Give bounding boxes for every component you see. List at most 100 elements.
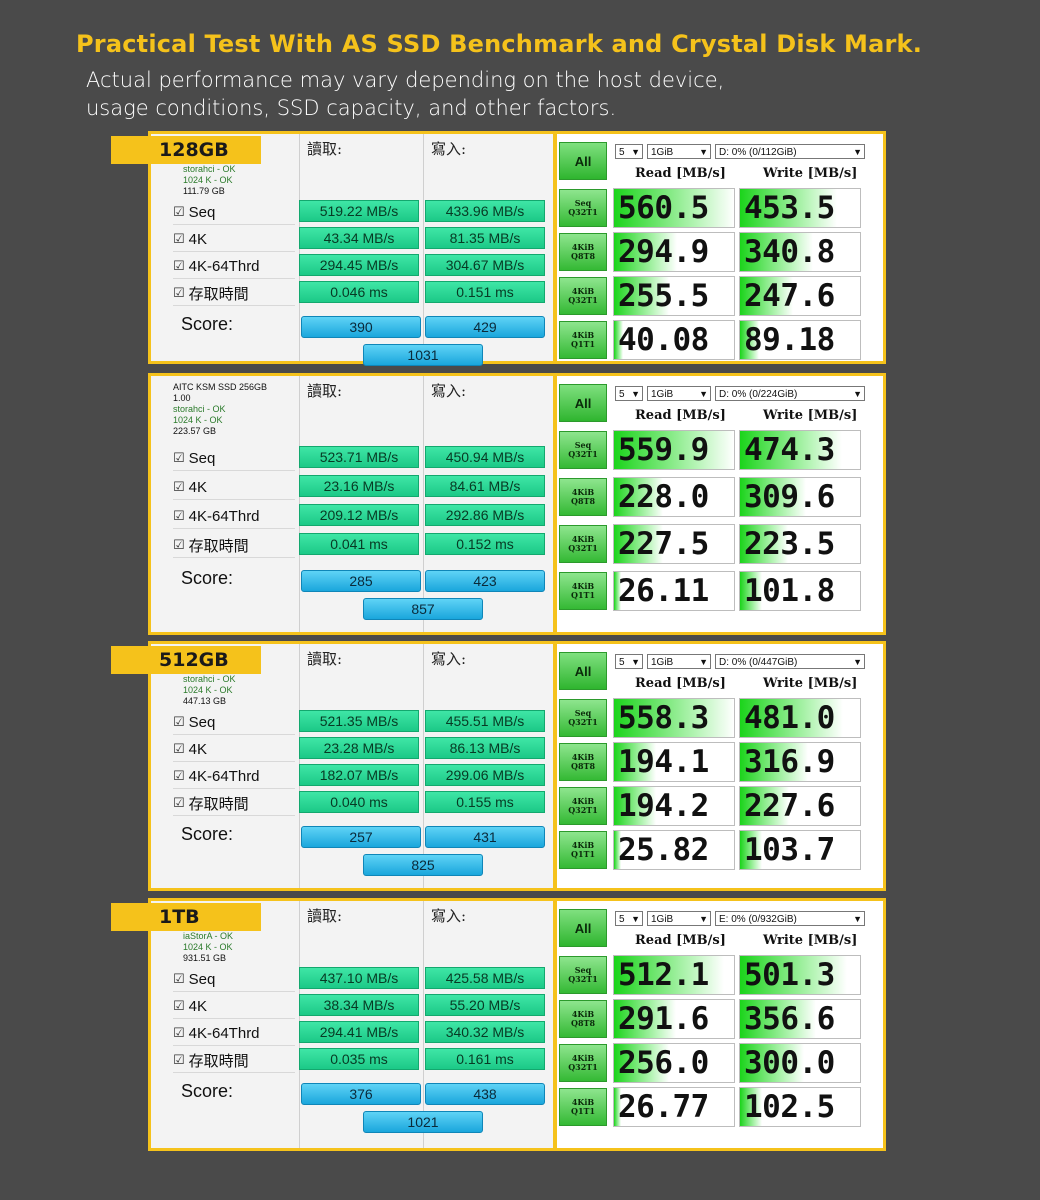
test-size-select[interactable]: 1GiB ▼ — [647, 654, 711, 669]
select-value: D: 0% (0/447GiB) — [719, 657, 798, 668]
test-name: 4K-64Thrd — [188, 507, 260, 525]
grid-line — [423, 134, 424, 361]
checkbox-icon[interactable]: ☑ — [173, 741, 185, 756]
drive-select[interactable]: D: 0% (0/224GiB) ▼ — [715, 386, 865, 401]
subtitle-line-2: usage conditions, SSD capacity, and othe… — [86, 96, 617, 120]
read-value: 255.5 — [618, 278, 709, 314]
checkbox-icon[interactable]: ☑ — [173, 450, 185, 465]
test-button[interactable]: 4KiB Q1T1 — [559, 572, 607, 610]
run-all-button[interactable]: All — [559, 384, 607, 422]
read-result: 23.16 MB/s — [299, 475, 419, 497]
drive-model: AITC KSM SSD 256GB — [173, 382, 268, 392]
read-value-box: 40.08 — [613, 320, 735, 360]
read-value: 560.5 — [618, 190, 709, 226]
test-count-select[interactable]: 5 ▼ — [615, 144, 643, 159]
read-value-box: 25.82 — [613, 830, 735, 870]
test-button[interactable]: 4KiB Q32T1 — [559, 787, 607, 825]
read-result: 23.28 MB/s — [299, 737, 419, 759]
test-button[interactable]: 4KiB Q1T1 — [559, 831, 607, 869]
write-value-box: 309.6 — [739, 477, 861, 517]
checkbox-icon[interactable]: ☑ — [173, 998, 185, 1013]
write-value: 501.3 — [744, 957, 835, 993]
drive-info: storahci - OK 1024 K - OK 111.79 GB — [183, 164, 236, 197]
write-level-bar — [740, 233, 814, 271]
test-row-k4: ☑ 4K — [173, 475, 295, 500]
test-queue: Q8T8 — [570, 251, 596, 261]
chevron-down-icon: ▼ — [853, 389, 862, 399]
checkbox-icon[interactable]: ☑ — [173, 204, 185, 219]
benchmark-panel: 讀取: 寫入: storahci - OK 1024 K - OK 111.79 GB ☑… — [111, 131, 886, 366]
test-count-select[interactable]: 5 ▼ — [615, 654, 643, 669]
test-queue: Q32T1 — [568, 543, 598, 553]
test-name: 4K — [188, 230, 208, 248]
drive-info: AITC KSM SSD 256GB 1.00 storahci - OK 1024 … — [173, 382, 267, 437]
checkbox-icon[interactable]: ☑ — [173, 508, 185, 523]
test-queue: Q32T1 — [568, 1062, 598, 1072]
test-name: 存取時間 — [188, 285, 249, 303]
checkbox-icon[interactable]: ☑ — [173, 231, 185, 246]
drive-select[interactable]: E: 0% (0/932GiB) ▼ — [715, 911, 865, 926]
checkbox-icon[interactable]: ☑ — [173, 479, 185, 494]
checkbox-icon[interactable]: ☑ — [173, 537, 185, 552]
read-level-bar — [614, 743, 656, 781]
run-all-button[interactable]: All — [559, 142, 607, 180]
write-result: 450.94 MB/s — [425, 446, 545, 468]
test-button[interactable]: Seq Q32T1 — [559, 189, 607, 227]
test-button[interactable]: Seq Q32T1 — [559, 431, 607, 469]
run-all-button[interactable]: All — [559, 652, 607, 690]
test-row-access: ☑ 存取時間 — [173, 281, 295, 306]
checkbox-icon[interactable]: ☑ — [173, 258, 185, 273]
test-button[interactable]: 4KiB Q8T8 — [559, 743, 607, 781]
write-score: 431 — [425, 826, 545, 848]
test-type: 4KiB — [571, 286, 595, 296]
test-count-select[interactable]: 5 ▼ — [615, 911, 643, 926]
test-button[interactable]: 4KiB Q8T8 — [559, 478, 607, 516]
read-column-header: 讀取: — [307, 650, 343, 668]
total-score: 825 — [363, 854, 483, 876]
select-value: D: 0% (0/224GiB) — [719, 389, 798, 400]
drive-select[interactable]: D: 0% (0/447GiB) ▼ — [715, 654, 865, 669]
checkbox-icon[interactable]: ☑ — [173, 1052, 185, 1067]
write-value: 340.8 — [744, 234, 835, 270]
checkbox-icon[interactable]: ☑ — [173, 714, 185, 729]
test-button[interactable]: 4KiB Q32T1 — [559, 1044, 607, 1082]
benchmark-panel: 讀取: 寫入: storahci - OK 1024 K - OK 447.13 GB ☑… — [111, 641, 886, 891]
grid-line — [423, 376, 424, 632]
test-size-select[interactable]: 1GiB ▼ — [647, 144, 711, 159]
run-all-button[interactable]: All — [559, 909, 607, 947]
read-level-bar — [614, 831, 622, 869]
test-button[interactable]: Seq Q32T1 — [559, 699, 607, 737]
read-value: 559.9 — [618, 432, 709, 468]
test-button[interactable]: Seq Q32T1 — [559, 956, 607, 994]
read-score: 257 — [301, 826, 421, 848]
test-button[interactable]: 4KiB Q8T8 — [559, 1000, 607, 1038]
drive-select[interactable]: D: 0% (0/112GiB) ▼ — [715, 144, 865, 159]
test-button[interactable]: 4KiB Q1T1 — [559, 321, 607, 359]
test-row-k4_64: ☑ 4K-64Thrd — [173, 1021, 295, 1046]
test-size-select[interactable]: 1GiB ▼ — [647, 386, 711, 401]
checkbox-icon[interactable]: ☑ — [173, 795, 185, 810]
test-size-select[interactable]: 1GiB ▼ — [647, 911, 711, 926]
test-button[interactable]: 4KiB Q32T1 — [559, 525, 607, 563]
read-level-bar — [614, 787, 656, 825]
test-button[interactable]: 4KiB Q1T1 — [559, 1088, 607, 1126]
test-button[interactable]: 4KiB Q32T1 — [559, 277, 607, 315]
read-score: 285 — [301, 570, 421, 592]
crystal-disk-mark-window: All 5 ▼ 1GiB ▼ D: 0% (0/447GiB) ▼ Read [MB/s] Wr… — [557, 644, 883, 888]
test-row-access: ☑ 存取時間 — [173, 1048, 295, 1073]
checkbox-icon[interactable]: ☑ — [173, 768, 185, 783]
write-level-bar — [740, 1000, 817, 1038]
checkbox-icon[interactable]: ☑ — [173, 1025, 185, 1040]
read-result: 0.046 ms — [299, 281, 419, 303]
test-row-access: ☑ 存取時間 — [173, 791, 295, 816]
read-result: 437.10 MB/s — [299, 967, 419, 989]
test-button[interactable]: 4KiB Q8T8 — [559, 233, 607, 271]
test-count-select[interactable]: 5 ▼ — [615, 386, 643, 401]
test-row-seq: ☑ Seq — [173, 446, 295, 471]
write-level-bar — [740, 1088, 762, 1126]
test-name: 4K-64Thrd — [188, 257, 260, 275]
checkbox-icon[interactable]: ☑ — [173, 971, 185, 986]
alignment-status: 1024 K - OK — [183, 685, 233, 695]
checkbox-icon[interactable]: ☑ — [173, 285, 185, 300]
read-level-bar — [614, 233, 678, 271]
